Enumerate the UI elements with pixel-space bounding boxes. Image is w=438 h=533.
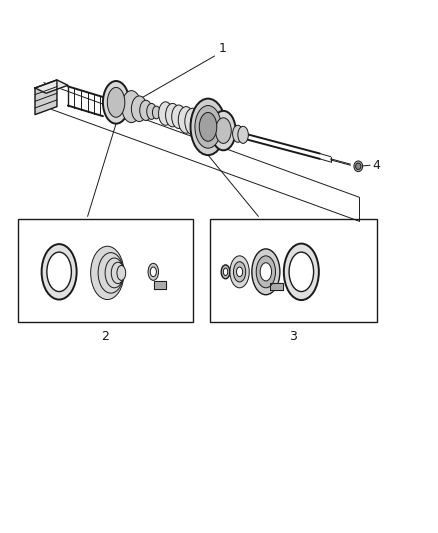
Ellipse shape	[98, 253, 124, 293]
Ellipse shape	[152, 106, 160, 119]
Ellipse shape	[233, 262, 246, 282]
Text: 3: 3	[290, 330, 297, 343]
Ellipse shape	[199, 112, 217, 141]
Ellipse shape	[238, 126, 248, 143]
Ellipse shape	[42, 244, 77, 300]
Ellipse shape	[103, 81, 129, 124]
Ellipse shape	[230, 256, 249, 288]
Ellipse shape	[166, 103, 180, 127]
Ellipse shape	[47, 252, 71, 292]
Text: 4: 4	[372, 159, 380, 172]
Polygon shape	[35, 80, 57, 115]
Ellipse shape	[178, 107, 194, 133]
Ellipse shape	[237, 267, 243, 277]
Ellipse shape	[91, 246, 124, 300]
Ellipse shape	[191, 99, 226, 155]
Text: 1: 1	[219, 42, 227, 55]
Ellipse shape	[172, 105, 186, 128]
Bar	[18, 219, 193, 322]
Ellipse shape	[289, 252, 314, 292]
Ellipse shape	[111, 262, 124, 284]
Ellipse shape	[185, 108, 201, 135]
Ellipse shape	[117, 265, 126, 280]
Bar	[210, 219, 377, 322]
Ellipse shape	[256, 256, 276, 288]
Polygon shape	[154, 281, 166, 289]
Ellipse shape	[221, 265, 230, 279]
Ellipse shape	[211, 111, 236, 150]
Ellipse shape	[150, 267, 156, 277]
Ellipse shape	[191, 110, 206, 136]
Ellipse shape	[215, 118, 231, 143]
Ellipse shape	[140, 100, 152, 120]
Ellipse shape	[356, 163, 361, 169]
Ellipse shape	[223, 268, 228, 276]
Ellipse shape	[159, 102, 173, 125]
Ellipse shape	[105, 258, 124, 288]
Ellipse shape	[147, 103, 156, 119]
Text: 2: 2	[101, 330, 109, 343]
Polygon shape	[270, 283, 283, 290]
Ellipse shape	[233, 125, 243, 142]
Ellipse shape	[122, 91, 141, 123]
Ellipse shape	[260, 263, 272, 281]
Ellipse shape	[131, 96, 147, 122]
Ellipse shape	[148, 263, 159, 280]
Ellipse shape	[195, 106, 221, 148]
Polygon shape	[35, 80, 68, 93]
Ellipse shape	[284, 244, 319, 300]
Ellipse shape	[107, 87, 125, 117]
Ellipse shape	[354, 161, 363, 172]
Ellipse shape	[252, 249, 280, 295]
